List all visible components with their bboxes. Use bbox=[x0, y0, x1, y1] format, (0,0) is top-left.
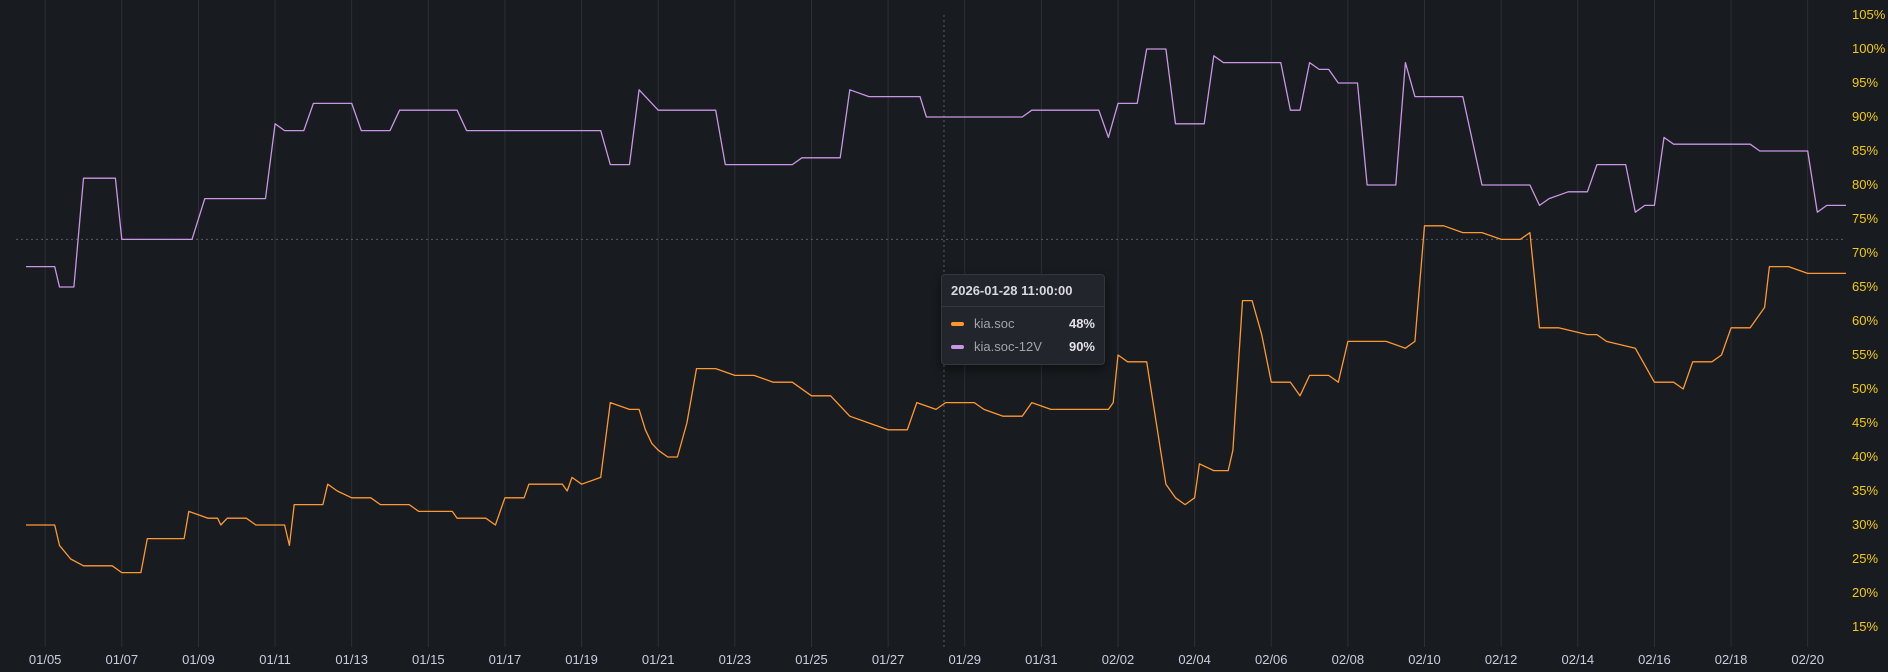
x-tick-label: 01/19 bbox=[565, 652, 598, 667]
x-tick-label: 02/16 bbox=[1638, 652, 1671, 667]
y-tick-label: 20% bbox=[1852, 585, 1878, 600]
y-tick-label: 95% bbox=[1852, 75, 1878, 90]
tooltip-series-name: kia.soc-12V bbox=[974, 339, 1042, 354]
y-tick-label: 30% bbox=[1852, 517, 1878, 532]
x-tick-label: 01/15 bbox=[412, 652, 445, 667]
x-tick-label: 01/09 bbox=[182, 652, 215, 667]
y-tick-label: 105% bbox=[1852, 7, 1886, 22]
y-tick-label: 35% bbox=[1852, 483, 1878, 498]
x-tick-label: 02/08 bbox=[1332, 652, 1365, 667]
tooltip-row-kia-soc: kia.soc 48% bbox=[942, 312, 1104, 335]
y-tick-label: 25% bbox=[1852, 551, 1878, 566]
x-tick-label: 01/11 bbox=[259, 652, 291, 667]
x-tick-label: 02/10 bbox=[1408, 652, 1441, 667]
y-tick-label: 85% bbox=[1852, 143, 1878, 158]
y-tick-label: 100% bbox=[1852, 41, 1886, 56]
x-tick-label: 01/05 bbox=[29, 652, 62, 667]
tooltip-series-value: 90% bbox=[1068, 339, 1095, 354]
y-tick-label: 65% bbox=[1852, 279, 1878, 294]
y-tick-label: 70% bbox=[1852, 245, 1878, 260]
series-lines bbox=[26, 48, 1846, 574]
x-tick-label: 02/02 bbox=[1102, 652, 1135, 667]
x-tick-label: 02/14 bbox=[1562, 652, 1595, 667]
x-tick-label: 02/04 bbox=[1178, 652, 1211, 667]
y-tick-label: 90% bbox=[1852, 109, 1878, 124]
grid-lines bbox=[44, 0, 1809, 647]
x-tick-label: 01/13 bbox=[335, 652, 368, 667]
y-tick-label: 75% bbox=[1852, 211, 1878, 226]
series-color-swatch bbox=[951, 321, 964, 326]
y-tick-label: 40% bbox=[1852, 449, 1878, 464]
x-tick-label: 01/27 bbox=[872, 652, 905, 667]
x-tick-label: 01/29 bbox=[948, 652, 981, 667]
x-tick-label: 01/25 bbox=[795, 652, 828, 667]
x-tick-label: 01/21 bbox=[642, 652, 675, 667]
x-axis-ticks: 01/05 01/07 01/09 01/11 01/13 01/15 01/17 01/19… bbox=[29, 652, 1824, 667]
x-tick-label: 02/20 bbox=[1791, 652, 1824, 667]
x-tick-label: 01/17 bbox=[489, 652, 522, 667]
x-tick-label: 01/31 bbox=[1025, 652, 1058, 667]
tooltip-series-value: 48% bbox=[1068, 316, 1095, 331]
y-tick-label: 50% bbox=[1852, 381, 1878, 396]
x-tick-label: 02/12 bbox=[1485, 652, 1518, 667]
y-tick-label: 80% bbox=[1852, 177, 1878, 192]
y-axis-ticks: 15% 20% 25% 30% 35% 40% 45% 50% 55% 60% 65% 70% 75% 8… bbox=[1852, 7, 1886, 634]
tooltip-time: 2026-01-28 11:00:00 bbox=[942, 275, 1104, 307]
x-tick-label: 02/06 bbox=[1255, 652, 1288, 667]
series-line-kia-soc-12v bbox=[26, 48, 1846, 288]
tooltip-row-kia-soc-12v: kia.soc-12V 90% bbox=[942, 335, 1104, 358]
x-tick-label: 02/18 bbox=[1715, 652, 1748, 667]
x-tick-label: 01/23 bbox=[719, 652, 752, 667]
series-color-swatch bbox=[951, 344, 964, 349]
y-tick-label: 45% bbox=[1852, 415, 1878, 430]
tooltip-series-name: kia.soc bbox=[974, 316, 1015, 331]
y-tick-label: 55% bbox=[1852, 347, 1878, 362]
x-tick-label: 01/07 bbox=[106, 652, 139, 667]
y-tick-label: 15% bbox=[1852, 619, 1878, 634]
series-line-kia-soc bbox=[26, 225, 1846, 574]
y-tick-label: 60% bbox=[1852, 313, 1878, 328]
hover-tooltip: 2026-01-28 11:00:00 kia.soc 48% kia.soc-… bbox=[941, 274, 1105, 365]
